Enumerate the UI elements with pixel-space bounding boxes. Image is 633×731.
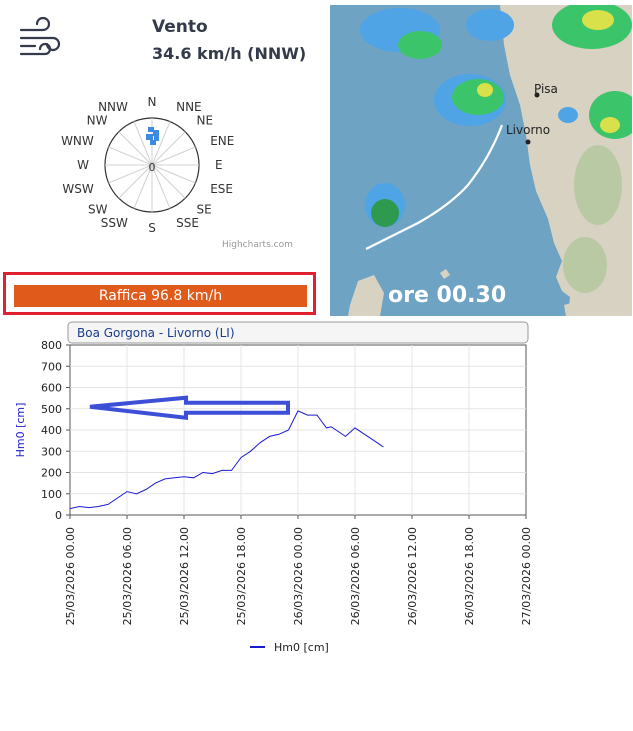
wind-icon [19, 16, 61, 56]
wind-rose-spoke [133, 121, 153, 166]
x-tick-label: 25/03/2026 12.00 [178, 527, 191, 625]
wind-rose-sector [150, 140, 156, 145]
gust-highlight-box: Raffica 96.8 km/h [3, 272, 316, 315]
x-tick-label: 25/03/2026 00.00 [64, 527, 77, 625]
x-tick-label: 26/03/2026 06.00 [349, 527, 362, 625]
wind-rose-sector [154, 136, 159, 141]
wind-rose-label: WSW [62, 182, 93, 196]
x-tick-label: 26/03/2026 00.00 [292, 527, 305, 625]
wind-rose-spoke [133, 164, 153, 209]
wind-rose-label: NNE [176, 100, 202, 114]
wind-rose-label: SW [88, 203, 108, 217]
wind-rose-label: ENE [210, 134, 234, 148]
wind-rose-label: N [148, 95, 157, 109]
wind-rose-center-label: 0 [149, 161, 156, 174]
wind-rose-label: SSW [101, 216, 128, 230]
legend-label[interactable]: Hm0 [cm] [274, 641, 329, 654]
map-background [330, 5, 632, 316]
radar-map: Pisa Livorno ore 00.30 [330, 5, 632, 316]
chart-title: Boa Gorgona - Livorno (LI) [77, 326, 235, 340]
wind-rose-sector [148, 127, 154, 132]
wind-rose-sector [146, 134, 153, 140]
y-tick-label: 200 [41, 467, 62, 480]
chart-title-bar [67, 321, 529, 344]
wind-rose-label: SSE [176, 216, 199, 230]
wind-rose-label: ESE [210, 182, 233, 196]
x-tick-label: 27/03/2026 00.00 [520, 527, 533, 625]
x-tick-label: 25/03/2026 06.00 [121, 527, 134, 625]
gust-label: Raffica 96.8 km/h [14, 285, 307, 307]
y-tick-label: 300 [41, 445, 62, 458]
wind-rose-label: W [77, 158, 89, 172]
wind-rose-spoke [151, 121, 171, 166]
wind-rose-spoke [118, 131, 153, 166]
wind-rose-label: NNW [98, 100, 128, 114]
wind-panel: Vento 34.6 km/h (NNW) N NNE NE ENE E ESE SE SSE… [0, 0, 325, 268]
wave-height-chart: Boa Gorgona - Livorno (LI) 0 100 200 300 400… [14, 321, 533, 654]
y-tick-label: 800 [41, 339, 62, 352]
chart-credits[interactable]: Highcharts.com [222, 240, 293, 250]
wind-rose-spoke [151, 164, 171, 209]
y-axis-label: Hm0 [cm] [14, 403, 27, 458]
y-tick-label: 100 [41, 488, 62, 501]
x-tick-label: 25/03/2026 18.00 [235, 527, 248, 625]
y-tick-label: 700 [41, 360, 62, 373]
wind-rose-label: NW [87, 113, 108, 127]
wind-rose-sector [153, 130, 159, 136]
map-time-label: ore 00.30 [388, 283, 507, 308]
track-line [365, 124, 504, 250]
x-tick-label: 26/03/2026 18.00 [463, 527, 476, 625]
y-tick-label: 0 [55, 509, 62, 522]
livorno-marker [525, 139, 531, 145]
wind-rose-spoke [151, 131, 186, 166]
city-label-livorno: Livorno [506, 123, 551, 137]
wind-rose-spoke [108, 146, 153, 166]
wind-rose-spoke [108, 164, 153, 184]
wind-rose-spoke [151, 164, 186, 199]
wind-rose-label: WNW [61, 134, 94, 148]
series-line [69, 410, 384, 510]
wind-rose-spoke [118, 164, 153, 199]
pisa-marker [534, 92, 540, 98]
city-label-pisa: Pisa [534, 82, 558, 96]
wind-rose-label: SE [197, 203, 212, 217]
y-tick-label: 400 [41, 424, 62, 437]
arrow-annotation [89, 395, 290, 420]
wind-title: Vento [152, 17, 208, 37]
wind-rose-label: NE [197, 113, 214, 127]
wind-rose-label: S [148, 221, 156, 235]
y-tick-label: 500 [41, 403, 62, 416]
radar-echoes [360, 5, 632, 227]
wind-rose-spoke [151, 146, 196, 166]
wind-speed: 34.6 km/h (NNW) [152, 44, 307, 63]
y-tick-label: 600 [41, 382, 62, 395]
wind-rose-label: E [215, 158, 223, 172]
wind-rose-spoke [151, 164, 196, 184]
x-tick-label: 26/03/2026 12.00 [406, 527, 419, 625]
